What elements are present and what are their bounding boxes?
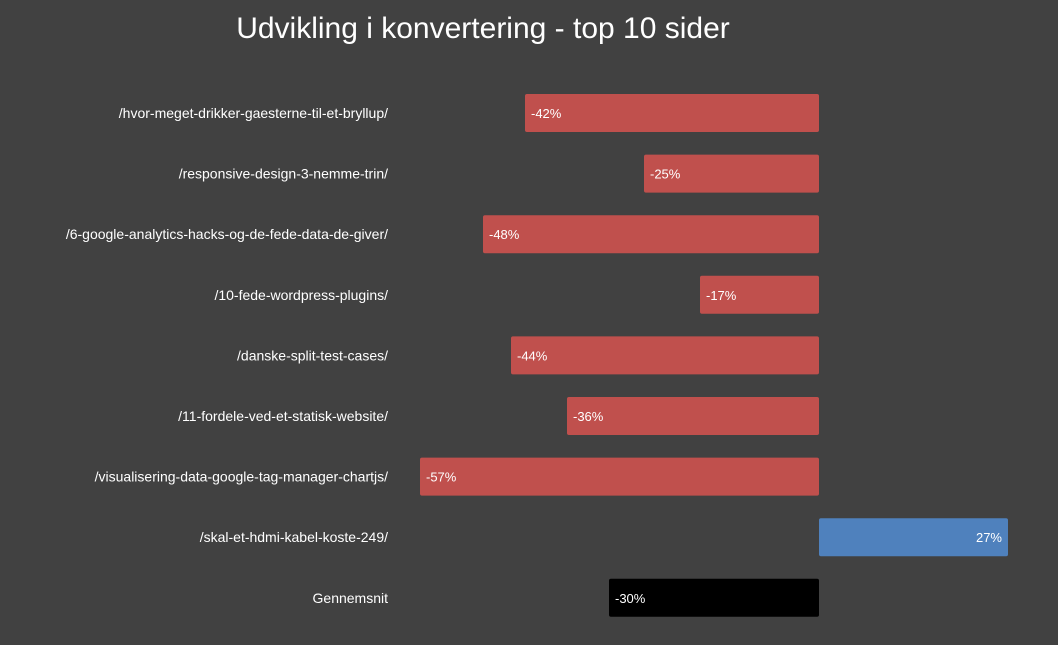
category-label: /visualisering-data-google-tag-manager-c…: [95, 469, 388, 485]
bar-4: [511, 336, 819, 375]
category-label: /danske-split-test-cases/: [237, 347, 388, 363]
data-label: 27%: [976, 530, 1002, 545]
data-label: -36%: [573, 409, 604, 424]
category-label: /11-fordele-ved-et-statisk-website/: [178, 408, 388, 424]
data-label: -44%: [517, 348, 548, 363]
chart-title: Udvikling i konvertering - top 10 sider: [236, 12, 730, 45]
data-label: -57%: [426, 470, 457, 485]
bar-3: [700, 275, 819, 314]
bar-6: [420, 457, 819, 496]
data-label: -17%: [706, 288, 737, 303]
data-label: -30%: [615, 591, 646, 606]
data-label: -25%: [650, 167, 681, 182]
bar-1: [644, 154, 819, 193]
data-label: -48%: [489, 227, 520, 242]
category-label: /responsive-design-3-nemme-trin/: [179, 166, 388, 182]
bar-2: [483, 215, 819, 254]
category-label: Gennemsnit: [313, 590, 389, 606]
bar-0: [525, 94, 819, 132]
data-label: -42%: [531, 106, 562, 121]
bar-7: [819, 518, 1008, 557]
category-label: /10-fede-wordpress-plugins/: [214, 287, 388, 303]
category-label: /6-google-analytics-hacks-og-de-fede-dat…: [66, 226, 388, 242]
bar-average: [609, 578, 819, 617]
category-label: /hvor-meget-drikker-gaesterne-til-et-bry…: [119, 105, 388, 121]
category-label: /skal-et-hdmi-kabel-koste-249/: [200, 529, 388, 545]
bar-5: [567, 397, 819, 435]
